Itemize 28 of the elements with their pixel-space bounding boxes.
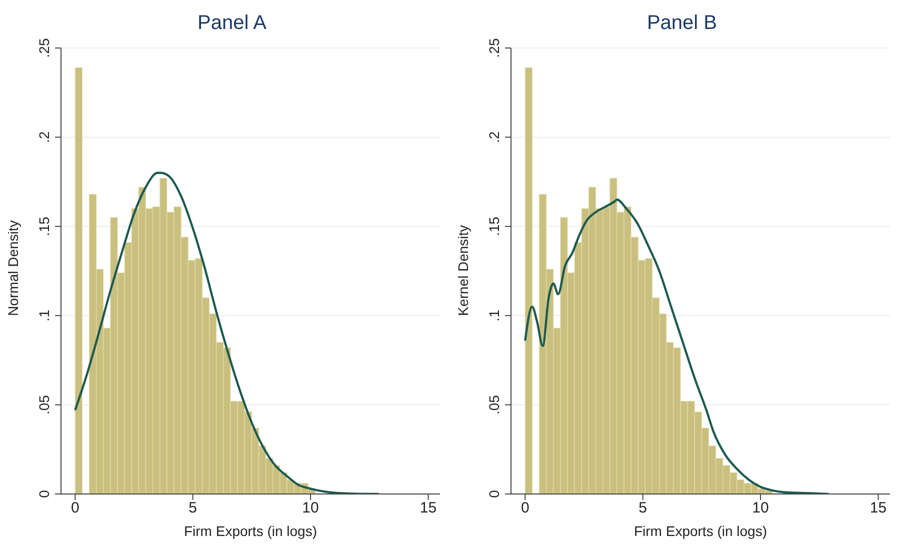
y-tick-label: .1 xyxy=(486,310,502,322)
x-tick-label: 10 xyxy=(752,500,769,517)
y-tick-label: .05 xyxy=(36,394,52,415)
x-tick-label: 10 xyxy=(302,500,319,517)
x-tick-label: 15 xyxy=(420,500,437,517)
y-tick-label: .15 xyxy=(36,216,52,236)
x-tick-label: 0 xyxy=(70,500,80,517)
line-series xyxy=(74,172,380,494)
x-tick-label: 5 xyxy=(188,500,197,517)
line-series xyxy=(524,198,830,494)
y-tick-label: 0 xyxy=(36,490,52,498)
y-tick-label: .1 xyxy=(36,310,52,322)
chart-title: Panel B xyxy=(646,11,718,36)
y-tick-label: .05 xyxy=(486,394,502,415)
y-tick-label: 0 xyxy=(486,490,502,498)
x-axis-title: Firm Exports (in logs) xyxy=(184,523,318,539)
y-tick-label: .25 xyxy=(36,38,52,58)
x-tick-label: 0 xyxy=(520,500,530,517)
y-tick-label: .15 xyxy=(486,216,502,236)
y-axis-title: Kernel Density xyxy=(454,224,471,316)
y-tick-label: .2 xyxy=(36,131,52,144)
y-tick-label: .2 xyxy=(486,131,502,144)
y-axis-title: Normal Density xyxy=(4,220,21,316)
x-tick-label: 5 xyxy=(638,500,647,517)
chart-title: Panel A xyxy=(196,11,268,36)
x-axis-title: Firm Exports (in logs) xyxy=(634,523,768,539)
x-tick-label: 15 xyxy=(870,500,887,517)
y-tick-label: .25 xyxy=(486,38,502,58)
